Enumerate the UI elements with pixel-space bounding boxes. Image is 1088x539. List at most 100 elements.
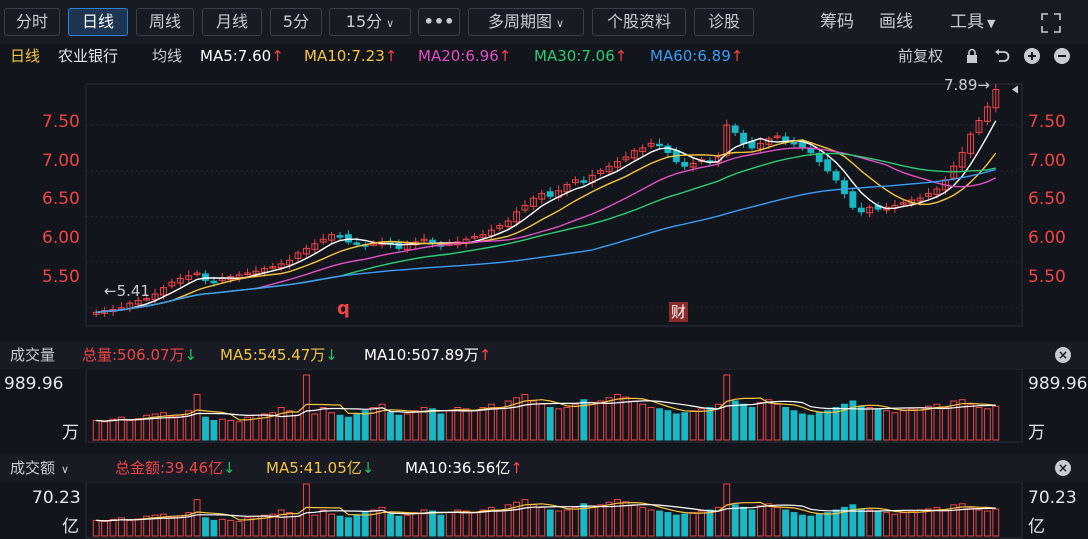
volume-bar [361, 410, 369, 441]
volume-bar [445, 512, 453, 537]
volume-unit-right: 万 [1028, 423, 1045, 443]
tab-zhouxian[interactable]: 周线 [136, 8, 194, 36]
volume-bar [782, 407, 790, 441]
down-arrow-icon: ↓ [184, 346, 198, 364]
volume-chart[interactable] [0, 369, 1088, 447]
event-marker-financial[interactable]: 财 [669, 302, 689, 322]
tab-rixian[interactable]: 日线 [68, 8, 128, 36]
volume-bar [504, 400, 512, 441]
draw-line-button[interactable]: 画线 [879, 12, 913, 32]
volume-bar [824, 410, 832, 441]
volume-bar [462, 510, 470, 537]
volume-bar [353, 514, 361, 537]
candle-body [176, 278, 184, 284]
candle-body [302, 247, 310, 255]
tools-dropdown[interactable]: 工具 ▼ [950, 8, 995, 36]
adjust-label[interactable]: 前复权 [898, 47, 944, 65]
tab-15fen-label: 15分 [345, 12, 383, 31]
volume-bar [151, 413, 159, 441]
more-periods-button[interactable]: ••• [418, 8, 460, 36]
volume-bar [403, 413, 411, 441]
candlestick-chart[interactable] [0, 68, 1088, 340]
candle-body [151, 293, 159, 301]
volume-title[interactable]: 成交量 [10, 346, 56, 364]
candle-body [160, 287, 167, 296]
volume-bar [975, 509, 983, 537]
zoom-out-icon[interactable] [1054, 48, 1070, 64]
volume-bar [193, 499, 201, 537]
close-icon[interactable]: × [1055, 347, 1071, 363]
volume-bar [815, 412, 823, 441]
undo-icon[interactable] [994, 48, 1010, 64]
indicator-bar: 日线 农业银行 均线 MA5:7.60↑ MA10:7.23↑ MA20:6.9… [0, 44, 1088, 68]
up-arrow-icon: ↑ [510, 459, 523, 477]
volume-max-right: 989.96 [1028, 374, 1088, 394]
candle-body [580, 180, 588, 183]
toolbar: 分时 日线 周线 月线 5分 15分 ∨ ••• 多周期图 ∨ 个股资料 诊股 筹码… [0, 0, 1088, 44]
volume-bar [235, 421, 243, 441]
multi-period-dropdown[interactable]: 多周期图 ∨ [468, 8, 584, 36]
volume-bar [395, 515, 403, 537]
candle-body [916, 197, 924, 202]
volume-bar [328, 412, 336, 441]
tab-fenshi[interactable]: 分时 [4, 8, 60, 36]
volume-bar [294, 515, 302, 537]
candle-body [202, 273, 209, 281]
diagnose-button[interactable]: 诊股 [694, 8, 754, 36]
candle-body [260, 267, 268, 273]
volume-bar [681, 513, 689, 537]
chips-button[interactable]: 筹码 [820, 12, 854, 32]
y-tick-left: 7.00 [42, 151, 80, 171]
close-icon[interactable]: × [1055, 460, 1071, 476]
up-arrow-icon: ↑ [478, 346, 492, 364]
candle-body [857, 207, 865, 213]
volume-total: 总量:506.07万↓ [82, 346, 198, 364]
volume-bar [740, 506, 748, 537]
lock-icon[interactable] [964, 48, 980, 64]
candle-body [168, 281, 176, 287]
candle-body [328, 234, 336, 241]
candle-body [252, 270, 260, 275]
event-marker-q[interactable]: q [337, 298, 350, 319]
volume-bar [967, 506, 975, 537]
volume-bar [614, 394, 621, 441]
volume-bar [975, 407, 983, 441]
candle-body [681, 162, 689, 167]
volume-bar [151, 514, 159, 537]
volume-bar [681, 412, 689, 441]
candle-body [740, 132, 748, 144]
volume-bar [664, 410, 672, 441]
amount-title[interactable]: 成交额 ∨ [10, 459, 70, 477]
down-arrow-icon: ↓ [361, 459, 375, 477]
volume-bar [916, 509, 924, 537]
volume-bar [773, 506, 781, 537]
y-tick-right: 6.50 [1028, 189, 1066, 209]
volume-bar [244, 416, 251, 441]
ma60-value: MA60:6.89↑ [650, 47, 744, 65]
volume-bar [933, 506, 941, 537]
candle-body [344, 234, 352, 243]
zoom-in-icon[interactable] [1024, 48, 1040, 64]
candle-body [933, 188, 941, 195]
amount-chart[interactable] [0, 482, 1088, 539]
volume-bar [277, 509, 285, 537]
chevron-down-icon: ∨ [555, 17, 565, 30]
volume-bar [555, 510, 563, 537]
volume-bar [916, 407, 924, 441]
ma30-value: MA30:7.06↑ [534, 47, 628, 65]
volume-bar [143, 515, 151, 537]
indicator-name[interactable]: 均线 [152, 47, 183, 65]
y-tick-left: 5.50 [42, 267, 80, 287]
candle-body [630, 150, 638, 159]
expand-icon[interactable] [1040, 12, 1062, 34]
stock-info-button[interactable]: 个股资料 [592, 8, 686, 36]
tab-5fen[interactable]: 5分 [270, 8, 322, 36]
candle-body [277, 263, 285, 269]
volume-bar [908, 510, 916, 537]
tab-15fen-dropdown[interactable]: 15分 ∨ [329, 8, 411, 36]
candle-body [807, 148, 815, 153]
candle-body [546, 191, 554, 197]
tab-yuexian[interactable]: 月线 [202, 8, 262, 36]
candle-body [756, 142, 764, 150]
candle-body [504, 220, 512, 227]
